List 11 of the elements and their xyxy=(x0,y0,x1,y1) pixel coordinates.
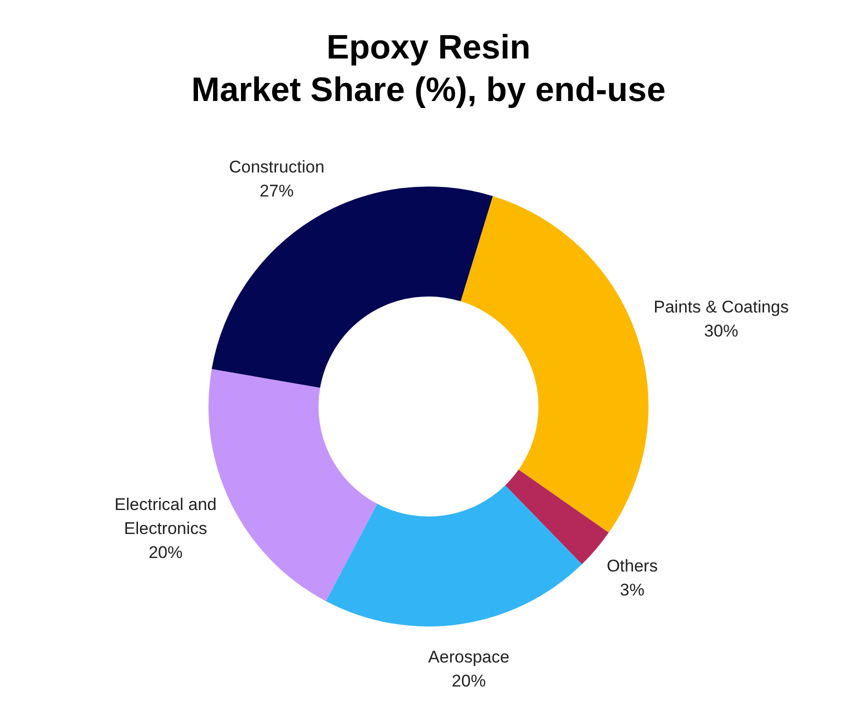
data-label: 3% xyxy=(620,580,645,600)
slice-label: Electrical and Electronics xyxy=(114,494,217,538)
slice-label: Others xyxy=(606,556,658,576)
data-label: 20% xyxy=(148,542,183,562)
data-label: 20% xyxy=(452,671,486,690)
slice-label: Paints & Coatings xyxy=(654,298,789,317)
chart-title: Epoxy Resin Market Share (%), by end-use xyxy=(191,28,666,110)
slice-label: Construction xyxy=(228,158,324,177)
data-label: 30% xyxy=(704,322,738,341)
data-label: 27% xyxy=(260,182,294,201)
slice-label: Aerospace xyxy=(428,647,510,666)
